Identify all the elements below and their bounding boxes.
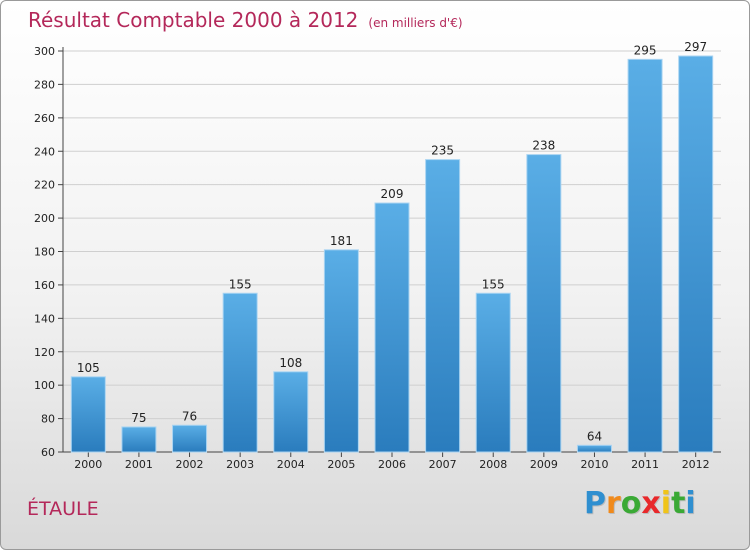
x-tick-label-2009: 2009 — [530, 458, 558, 471]
y-tick-label-160: 160 — [34, 279, 55, 292]
y-tick-label-280: 280 — [34, 78, 55, 91]
y-tick-label-120: 120 — [34, 346, 55, 359]
bar-2002 — [172, 424, 208, 453]
value-label-2008: 155 — [482, 277, 505, 291]
proxiti-logo: Proxiti — [584, 486, 696, 521]
bars — [70, 55, 714, 453]
x-tick-label-2011: 2011 — [631, 458, 659, 471]
x-tick-label-2006: 2006 — [378, 458, 406, 471]
bar-2004 — [273, 371, 309, 453]
bar-2012 — [678, 55, 714, 453]
bar-2010 — [576, 444, 612, 453]
y-tick-label-180: 180 — [34, 246, 55, 259]
bar-2000 — [70, 376, 106, 453]
value-label-2002: 76 — [182, 409, 197, 423]
x-tick-label-2004: 2004 — [277, 458, 305, 471]
chart-subtitle: (en milliers d'€) — [368, 16, 463, 30]
logo-letter-0: P — [584, 486, 606, 521]
x-tick-label-2000: 2000 — [74, 458, 102, 471]
x-tick-label-2008: 2008 — [479, 458, 507, 471]
bar-2009 — [526, 154, 562, 453]
y-tick-label-60: 60 — [41, 446, 55, 459]
x-tick-label-2001: 2001 — [125, 458, 153, 471]
value-label-2004: 108 — [279, 356, 302, 370]
logo-letter-6: i — [685, 486, 696, 521]
value-label-2006: 209 — [381, 187, 404, 201]
value-label-2001: 75 — [131, 411, 146, 425]
logo-letter-5: t — [671, 486, 686, 521]
x-tick-label-2012: 2012 — [682, 458, 710, 471]
x-tick-label-2010: 2010 — [580, 458, 608, 471]
location-label: ÉTAULE — [27, 498, 99, 520]
labels: 60 80 100 120 140 160 180 200 220 240 260 280 300 105… — [34, 40, 710, 471]
value-label-2003: 155 — [229, 277, 252, 291]
chart-title: Résultat Comptable 2000 à 2012 (en millie… — [28, 8, 463, 32]
value-label-2005: 181 — [330, 234, 353, 248]
value-label-2000: 105 — [77, 361, 100, 375]
x-tick-label-2002: 2002 — [176, 458, 204, 471]
bar-2007 — [425, 159, 461, 453]
value-label-2009: 238 — [532, 139, 555, 153]
bar-2006 — [374, 202, 410, 453]
y-tick-label-100: 100 — [34, 379, 55, 392]
y-tick-label-140: 140 — [34, 312, 55, 325]
bar-2008 — [475, 292, 511, 453]
value-label-2012: 297 — [684, 40, 707, 54]
y-tick-label-80: 80 — [41, 413, 55, 426]
bar-2005 — [323, 249, 359, 453]
bar-2003 — [222, 292, 258, 453]
y-tick-label-200: 200 — [34, 212, 55, 225]
logo-letter-4: i — [660, 486, 672, 521]
y-tick-label-220: 220 — [34, 179, 55, 192]
x-tick-label-2003: 2003 — [226, 458, 254, 471]
y-tick-label-260: 260 — [34, 112, 55, 125]
x-tick-label-2005: 2005 — [327, 458, 355, 471]
logo-letter-1: r — [606, 486, 621, 521]
logo-letter-3: x — [641, 486, 661, 521]
value-label-2010: 64 — [587, 429, 602, 443]
value-label-2011: 295 — [634, 43, 657, 57]
chart-title-text: Résultat Comptable 2000 à 2012 — [28, 8, 359, 32]
y-tick-label-240: 240 — [34, 145, 55, 158]
x-tick-label-2007: 2007 — [429, 458, 457, 471]
logo-letter-2: o — [620, 486, 642, 521]
y-tick-label-300: 300 — [34, 45, 55, 58]
value-label-2007: 235 — [431, 144, 454, 158]
bar-2011 — [627, 58, 663, 453]
bar-2001 — [121, 426, 157, 453]
